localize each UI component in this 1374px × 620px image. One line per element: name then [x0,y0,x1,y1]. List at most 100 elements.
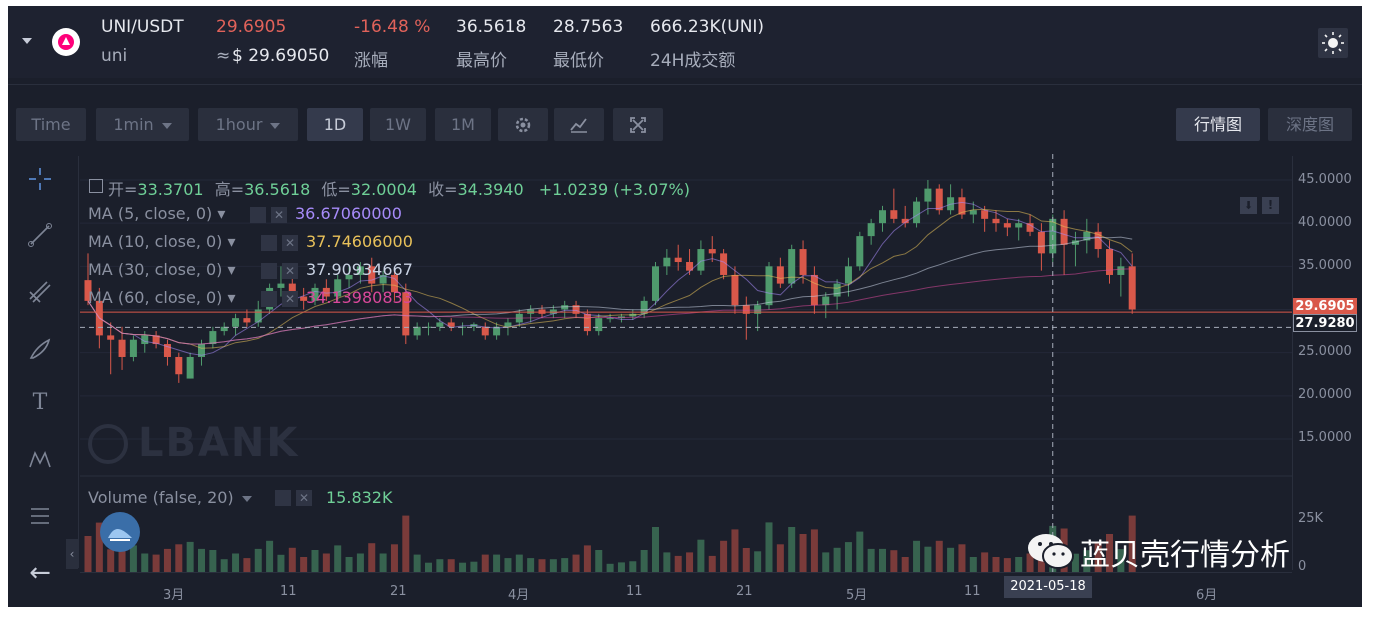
fullscreen-icon[interactable] [613,108,663,141]
candle-body [481,326,489,336]
ma-settings-icon[interactable] [261,291,277,307]
y-axis-tick-label: 15.0000 [1298,430,1352,445]
candle-body [742,305,750,314]
candle-body [1117,266,1125,275]
candle-body [209,331,217,345]
crosshair-icon[interactable] [25,166,55,198]
tab-market-chart[interactable]: 行情图 [1176,108,1260,141]
candle-body [958,197,966,215]
change-value: -16.48 % [354,17,431,37]
ma-close-icon[interactable]: ✕ [271,207,287,223]
candle-body [175,356,183,375]
pattern-tool-icon[interactable] [25,447,55,479]
ma-legend-label[interactable]: MA (5, close, 0) ▾ [88,204,226,223]
interval-hour-label: 1hour [215,115,263,134]
candle-body [390,274,398,293]
x-axis-tick-label: 6月 [1196,588,1218,603]
y-axis-divider [1292,156,1293,570]
ma-settings-icon[interactable] [250,207,266,223]
ma-legend-label[interactable]: MA (10, close, 0) ▾ [88,232,236,251]
collapse-panel-icon[interactable]: ‹ [66,539,78,569]
pane-info-icon[interactable]: ! [1262,197,1279,214]
legend-collapse-icon[interactable] [89,179,103,193]
price-chart[interactable] [80,154,1292,578]
candle-body [901,218,909,224]
volume-bar [538,559,546,572]
candle-body [322,287,330,297]
volume-legend-label[interactable]: Volume (false, 20) [88,488,252,507]
candle-body [822,296,830,306]
uni-logo-icon [52,28,80,56]
candle-body [969,210,977,215]
volume-bar [288,547,296,572]
tab-depth-chart[interactable]: 深度图 [1268,108,1352,141]
candle-body [697,249,705,271]
y-axis-tick-label: 35.0000 [1298,258,1352,273]
back-arrow-icon[interactable]: ← [29,558,51,588]
volume-bar [1026,553,1034,572]
measure-tool-icon[interactable] [25,503,55,535]
time-button[interactable]: Time [16,108,86,141]
ma-close-icon[interactable]: ✕ [282,263,298,279]
ma-settings-icon[interactable] [261,263,277,279]
interval-min-dropdown[interactable]: 1min [96,108,189,141]
interval-1d-button[interactable]: 1D [307,108,363,141]
volume-bar [720,540,728,572]
volume-bar [810,529,818,572]
candle-body [379,274,387,284]
text-tool-icon[interactable]: T [32,390,48,415]
volume-bar [947,547,955,572]
volume-bar [879,548,886,572]
fib-tool-icon[interactable] [25,279,55,311]
volume-bar [1071,553,1079,572]
cursor-date-tag: 2021-05-18 [1004,576,1092,598]
volume-bar [152,554,160,572]
candle-body [1037,231,1045,254]
settings-gear-icon[interactable] [498,108,548,141]
volume-settings-icon[interactable] [275,490,291,506]
theme-toggle-sun-icon[interactable] [1318,28,1348,58]
volume-bar [1003,558,1011,572]
trend-line-icon[interactable] [25,222,55,254]
candle-body [663,257,671,267]
volume-bar [640,550,648,572]
candle-body [163,344,171,357]
ma-settings-icon[interactable] [261,235,277,251]
volume-bar [220,559,228,572]
volume-bar [549,559,557,572]
pair-symbol[interactable]: UNI/USDT [101,17,184,37]
candle-body [981,210,989,219]
brush-icon[interactable] [25,336,55,368]
ma-legend-label[interactable]: MA (60, close, 0) ▾ [88,288,236,307]
volume-bar [981,552,989,572]
indicators-icon[interactable] [554,108,604,141]
volume-bar [1117,549,1125,572]
app-badge-icon[interactable] [100,512,140,552]
usd-price: $ 29.69050 [232,46,330,66]
interval-hour-dropdown[interactable]: 1hour [198,108,298,141]
volume-bar [754,551,762,572]
collapse-caret-icon[interactable] [22,38,32,44]
candle-body [186,356,194,379]
volume-bar [459,562,467,572]
candle-body [356,266,364,275]
volume-bar [663,552,671,572]
volume-bar [969,557,977,572]
drawing-toolbar-divider [78,156,79,568]
interval-1w-button[interactable]: 1W [370,108,426,141]
volume-bar [958,544,966,572]
interval-1m-button[interactable]: 1M [435,108,491,141]
low-value: 28.7563 [553,17,624,37]
high-value: 36.5618 [456,17,527,37]
volume-bar [992,557,1000,572]
volume-bar [504,558,512,572]
ma-legend-label[interactable]: MA (30, close, 0) ▾ [88,260,236,279]
volume-axis-tick-label: 0 [1298,559,1307,574]
volume-close-icon[interactable]: ✕ [296,490,312,506]
pane-down-icon[interactable]: ⬇ [1240,197,1257,214]
ma-close-icon[interactable]: ✕ [282,235,298,251]
ma-close-icon[interactable]: ✕ [282,291,298,307]
candle-body [1015,223,1023,228]
volume-bar [322,553,330,572]
candle-body [754,305,762,314]
